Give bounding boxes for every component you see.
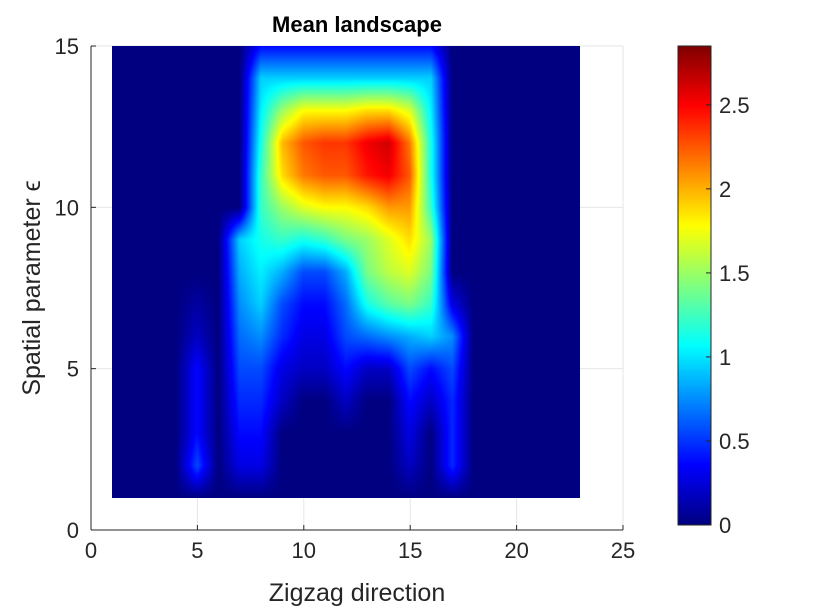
x-tick-label: 20 [504, 538, 528, 563]
x-tick-label: 5 [191, 538, 203, 563]
chart-title: Mean landscape [272, 12, 442, 37]
x-tick-label: 15 [398, 538, 422, 563]
colorbar-tick-label: 0 [719, 513, 731, 538]
x-tick-labels: 0 5 10 15 20 25 [85, 538, 635, 563]
x-tick-label: 0 [85, 538, 97, 563]
y-axis-label: Spatial parameter ϵ [18, 180, 46, 395]
colorbar [678, 46, 711, 525]
y-tick-label: 10 [55, 195, 79, 220]
y-tick-labels: 0 5 10 15 [55, 34, 79, 543]
y-tick-label: 15 [55, 34, 79, 59]
colorbar-tick-labels: 0 0.5 1 1.5 2 2.5 [706, 93, 750, 538]
colorbar-tick-label: 2.5 [719, 93, 750, 118]
colorbar-frame [677, 45, 712, 526]
colorbar-tick-label: 2 [719, 177, 731, 202]
y-tick-label: 0 [67, 518, 79, 543]
x-tick-label: 25 [611, 538, 635, 563]
x-tick-label: 10 [292, 538, 316, 563]
colorbar-tick-label: 0.5 [719, 429, 750, 454]
colorbar-tick-label: 1.5 [719, 261, 750, 286]
colorbar-tick-label: 1 [719, 345, 731, 370]
x-axis-label: Zigzag direction [269, 579, 445, 607]
y-tick-label: 5 [67, 357, 79, 382]
axes [90, 45, 624, 531]
heatmap-surface [112, 46, 580, 498]
